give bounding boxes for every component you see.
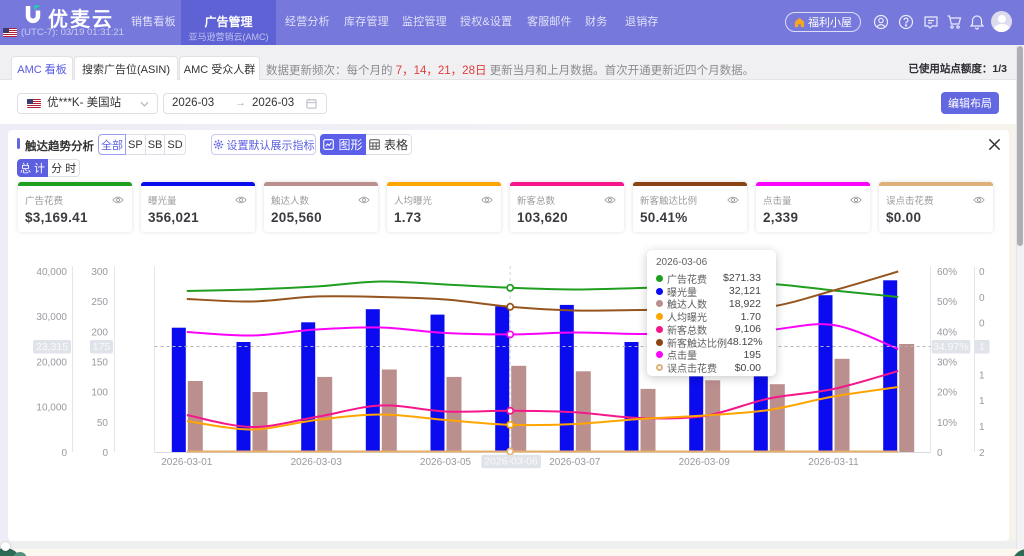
svg-text:0: 0	[979, 319, 985, 330]
svg-text:150: 150	[91, 358, 108, 369]
svg-text:20%: 20%	[937, 388, 957, 399]
svg-text:0: 0	[979, 293, 985, 304]
svg-text:2026-03-01: 2026-03-01	[161, 457, 213, 468]
svg-text:175: 175	[93, 341, 111, 353]
svg-text:0: 0	[979, 267, 985, 278]
svg-text:50: 50	[97, 418, 109, 429]
svg-text:40%: 40%	[937, 327, 957, 338]
svg-text:0: 0	[61, 448, 67, 459]
svg-text:200: 200	[91, 327, 108, 338]
svg-text:1: 1	[979, 422, 985, 433]
svg-text:300: 300	[91, 267, 108, 278]
svg-text:50%: 50%	[937, 297, 957, 308]
svg-text:1: 1	[979, 370, 985, 381]
svg-text:250: 250	[91, 297, 108, 308]
svg-text:100: 100	[91, 388, 108, 399]
svg-text:2026-03-03: 2026-03-03	[291, 457, 343, 468]
svg-text:2026-03-07: 2026-03-07	[549, 457, 601, 468]
svg-text:10,000: 10,000	[36, 403, 67, 414]
svg-text:20,000: 20,000	[36, 358, 67, 369]
svg-text:30%: 30%	[937, 358, 957, 369]
svg-text:10%: 10%	[937, 418, 957, 429]
svg-text:2026-03-09: 2026-03-09	[679, 457, 731, 468]
svg-text:23,315: 23,315	[36, 341, 68, 353]
svg-text:1: 1	[979, 396, 985, 407]
svg-text:34.97%: 34.97%	[933, 341, 969, 353]
svg-text:2026-03-05: 2026-03-05	[420, 457, 472, 468]
svg-text:40,000: 40,000	[36, 267, 67, 278]
svg-text:2026-03-06: 2026-03-06	[484, 456, 538, 468]
svg-text:60%: 60%	[937, 267, 957, 278]
svg-text:0: 0	[937, 448, 943, 459]
svg-text:30,000: 30,000	[36, 312, 67, 323]
svg-text:2: 2	[979, 448, 985, 459]
svg-text:2026-03-11: 2026-03-11	[808, 457, 859, 468]
svg-text:1: 1	[979, 341, 985, 353]
svg-text:0: 0	[102, 448, 108, 459]
